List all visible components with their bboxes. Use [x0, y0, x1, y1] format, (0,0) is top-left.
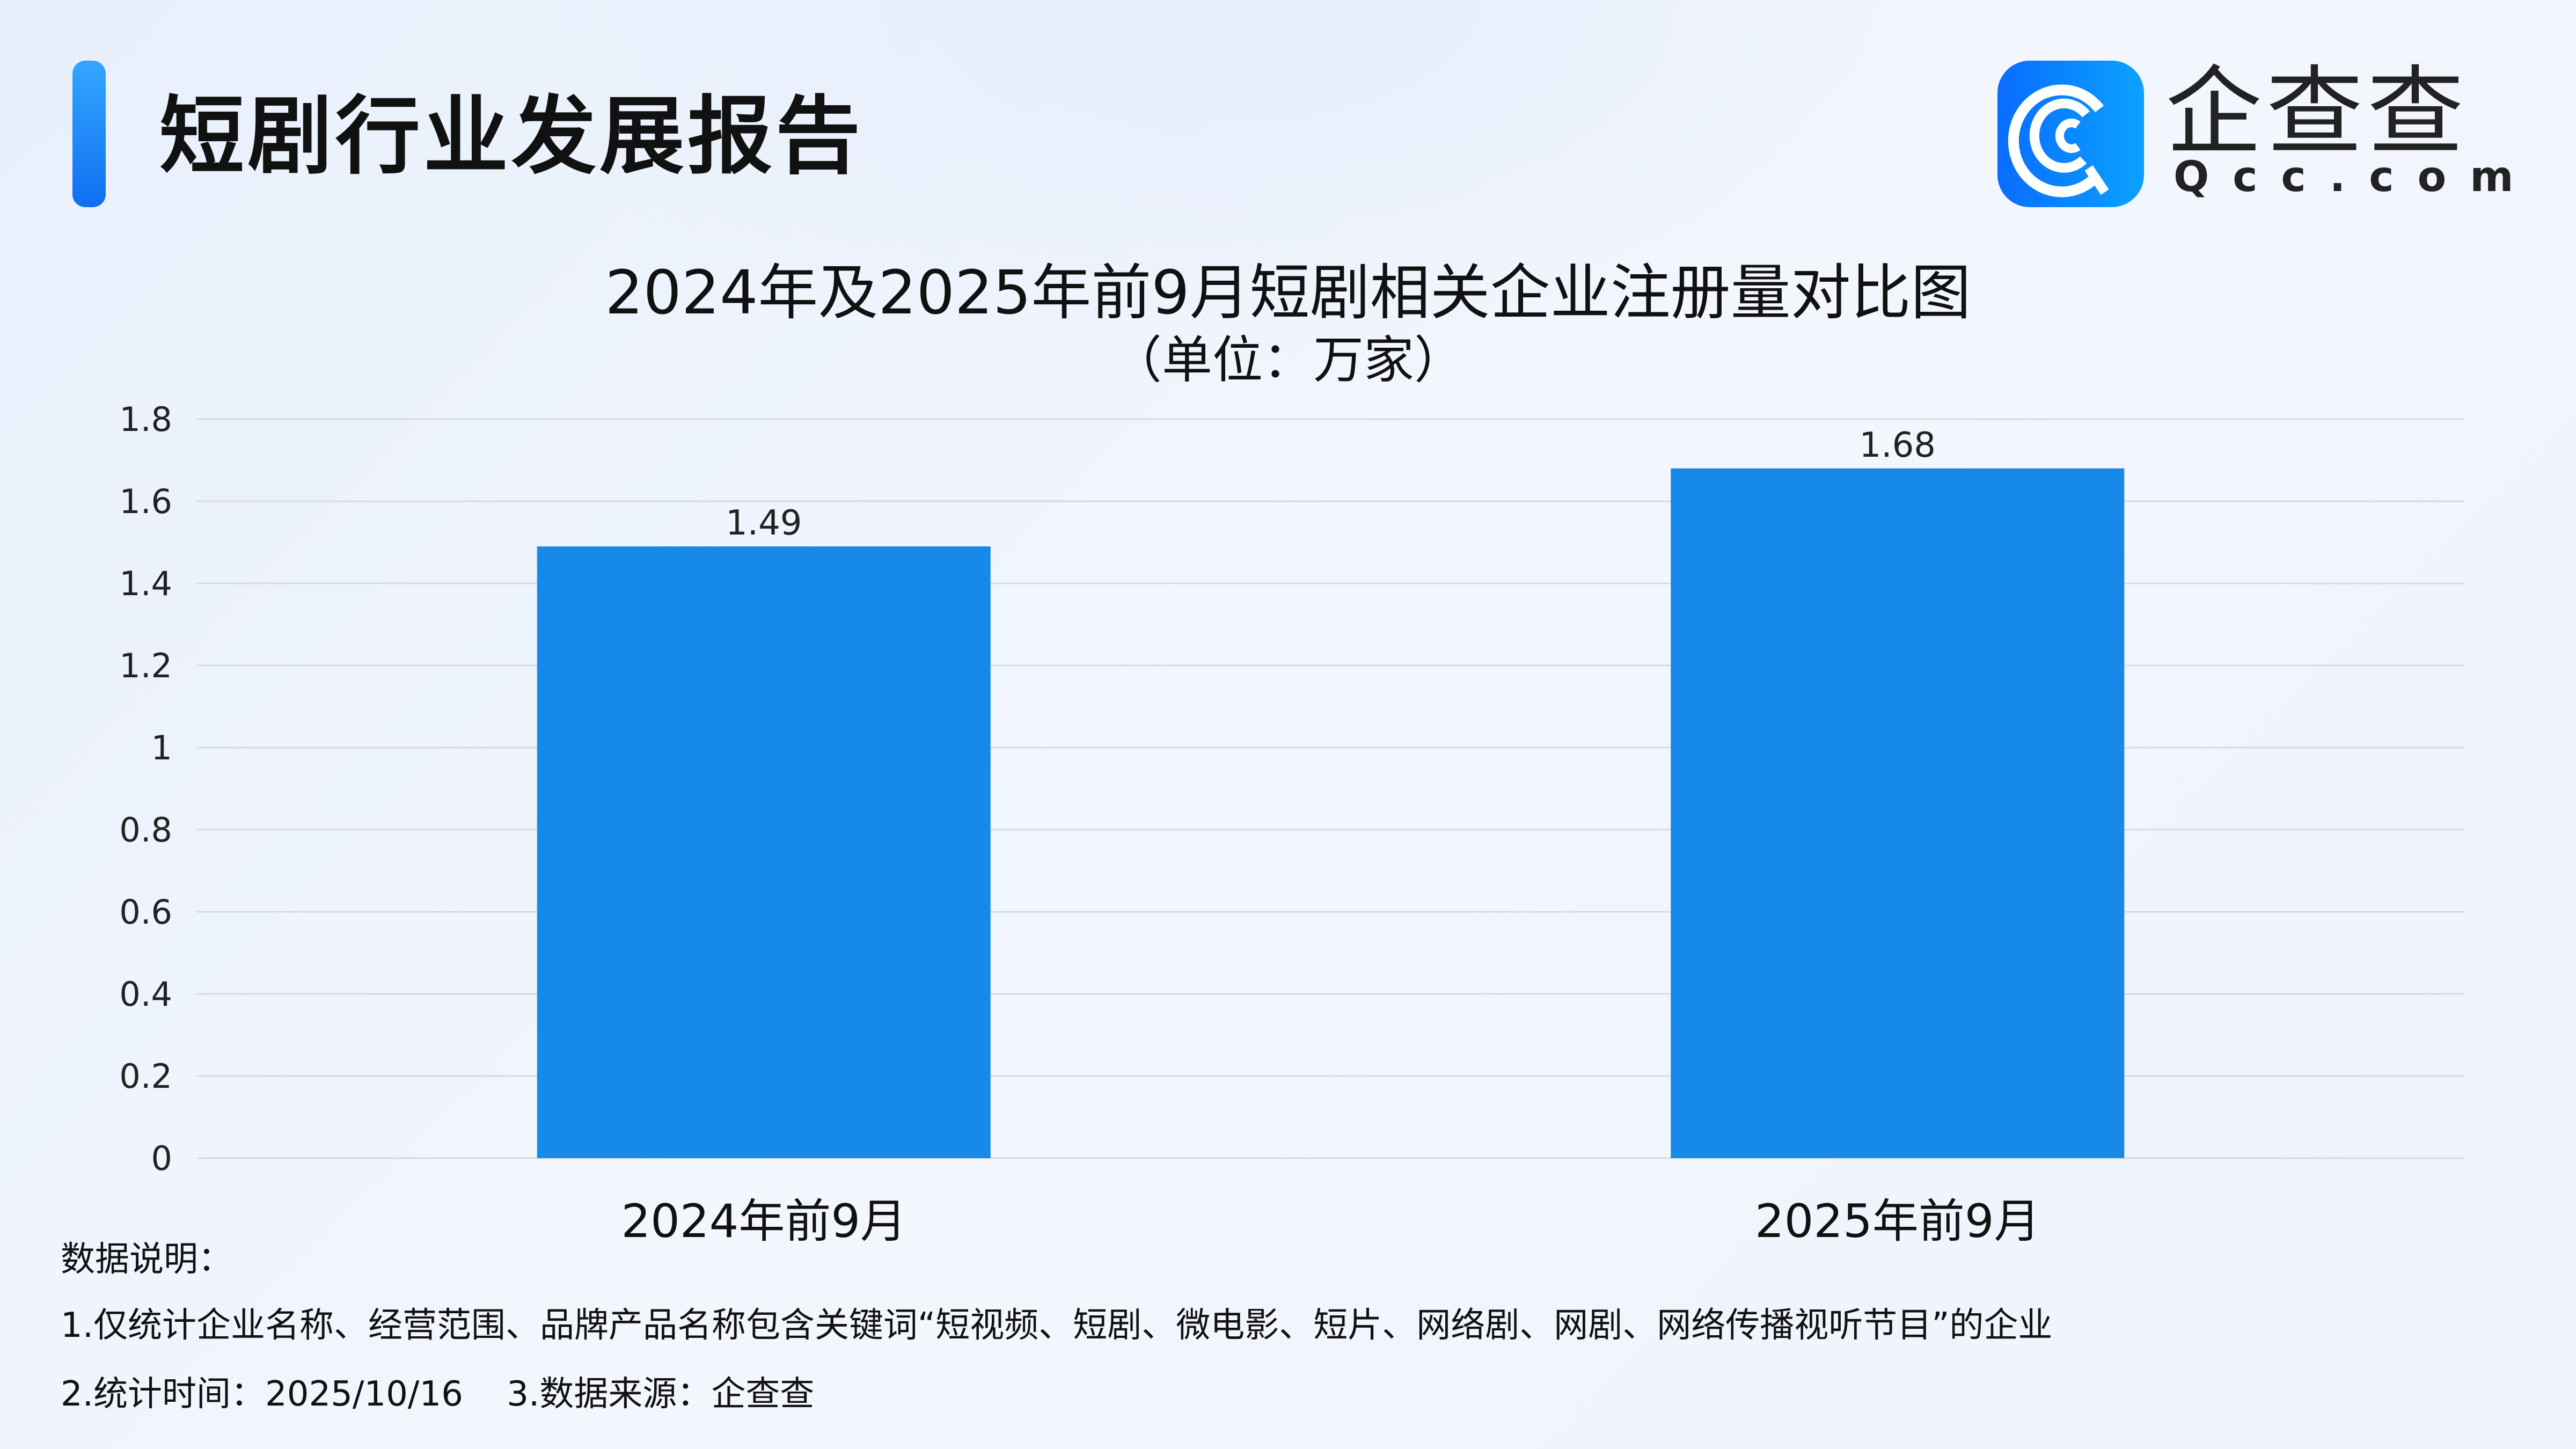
y-tick-label: 0.6	[119, 892, 172, 932]
data-label: 1.68	[1860, 426, 1936, 465]
qcc-logo-domain: Qcc.com	[2174, 153, 2537, 201]
y-tick-label: 0.2	[119, 1057, 172, 1096]
notes-heading: 数据说明：	[61, 1240, 232, 1279]
title-accent-bar	[72, 61, 106, 207]
qcc-logo-mark	[2008, 84, 2109, 197]
data-label: 1.49	[726, 503, 802, 543]
y-tick-label: 1.8	[119, 400, 172, 439]
bar	[1671, 468, 2125, 1158]
report-title: 短剧行业发展报告	[159, 87, 863, 186]
bar	[537, 546, 991, 1158]
x-tick-label: 2025年前9月	[1755, 1195, 2040, 1248]
y-tick-label: 1.2	[119, 646, 172, 685]
y-tick-label: 1.6	[119, 482, 172, 521]
notes-line-1: 1.仅统计企业名称、经营范围、品牌产品名称包含关键词“短视频、短剧、微电影、短片…	[61, 1306, 2053, 1345]
y-tick-label: 0.4	[119, 975, 172, 1014]
notes-line-2: 2.统计时间：2025/10/16 3.数据来源：企查查	[61, 1374, 815, 1414]
chart-title: 2024年及2025年前9月短剧相关企业注册量对比图	[605, 258, 1971, 328]
x-tick-label: 2024年前9月	[621, 1195, 906, 1248]
qcc-logo-text: 企查查	[2165, 56, 2469, 169]
y-tick-label: 1	[151, 728, 172, 767]
y-tick-label: 0	[151, 1139, 172, 1178]
y-tick-label: 0.8	[119, 810, 172, 850]
chart-subtitle: （单位：万家）	[1111, 331, 1465, 390]
qcc-logo-icon	[1997, 61, 2144, 207]
y-tick-label: 1.4	[119, 564, 172, 603]
